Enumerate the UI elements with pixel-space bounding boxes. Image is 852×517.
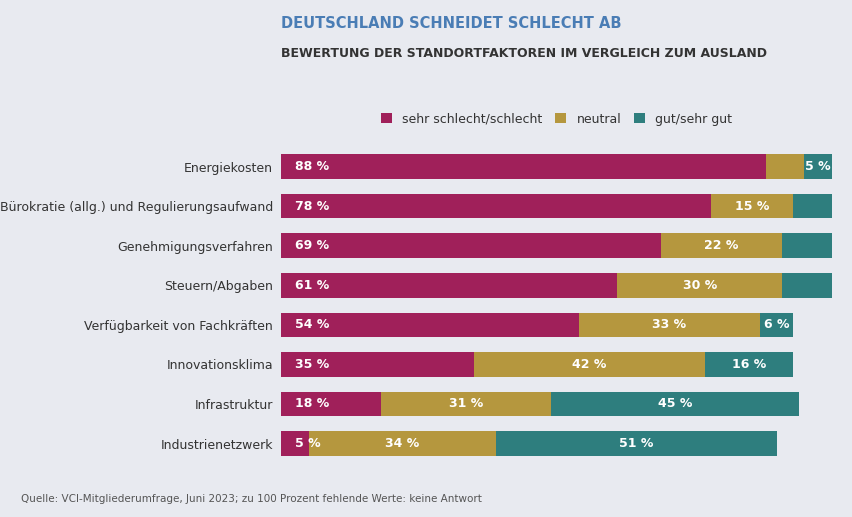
Bar (281, 154, 765, 179)
Text: 16 %: 16 % (731, 358, 765, 371)
Bar (781, 273, 831, 297)
Bar (281, 233, 660, 258)
Text: BEWERTUNG DER STANDORTFAKTOREN IM VERGLEICH ZUM AUSLAND: BEWERTUNG DER STANDORTFAKTOREN IM VERGLE… (281, 47, 767, 59)
Text: 5 %: 5 % (804, 160, 830, 173)
Legend: sehr schlecht/schlecht, neutral, gut/sehr gut: sehr schlecht/schlecht, neutral, gut/seh… (381, 113, 731, 126)
Bar (474, 352, 705, 377)
Text: 61 %: 61 % (295, 279, 329, 292)
Text: DEUTSCHLAND SCHNEIDET SCHLECHT AB: DEUTSCHLAND SCHNEIDET SCHLECHT AB (281, 16, 621, 31)
Text: 15 %: 15 % (734, 200, 769, 212)
Bar (281, 313, 578, 337)
Text: 51 %: 51 % (619, 437, 653, 450)
Bar (660, 233, 781, 258)
Bar (281, 392, 380, 416)
Bar (705, 352, 792, 377)
Text: 33 %: 33 % (652, 318, 686, 331)
Bar (792, 194, 831, 218)
Text: 42 %: 42 % (572, 358, 606, 371)
Bar (281, 273, 616, 297)
Text: 78 %: 78 % (295, 200, 329, 212)
Bar (281, 194, 710, 218)
Text: 45 %: 45 % (657, 398, 691, 410)
Text: 31 %: 31 % (448, 398, 482, 410)
Bar (496, 431, 775, 456)
Bar (759, 313, 792, 337)
Bar (308, 431, 496, 456)
Text: 88 %: 88 % (295, 160, 329, 173)
Text: 5 %: 5 % (295, 437, 320, 450)
Bar (578, 313, 759, 337)
Text: 34 %: 34 % (385, 437, 419, 450)
Text: 6 %: 6 % (763, 318, 788, 331)
Text: 54 %: 54 % (295, 318, 329, 331)
Bar (803, 154, 831, 179)
Text: 22 %: 22 % (704, 239, 738, 252)
Text: 18 %: 18 % (295, 398, 329, 410)
Bar (380, 392, 550, 416)
Bar (616, 273, 781, 297)
Bar (781, 233, 831, 258)
Text: 69 %: 69 % (295, 239, 329, 252)
Bar (281, 431, 308, 456)
Text: Quelle: VCI-Mitgliederumfrage, Juni 2023; zu 100 Prozent fehlende Werte: keine A: Quelle: VCI-Mitgliederumfrage, Juni 2023… (21, 494, 481, 504)
Bar (281, 352, 474, 377)
Bar (550, 392, 797, 416)
Bar (765, 154, 803, 179)
Bar (710, 194, 792, 218)
Text: 35 %: 35 % (295, 358, 329, 371)
Text: 30 %: 30 % (682, 279, 716, 292)
